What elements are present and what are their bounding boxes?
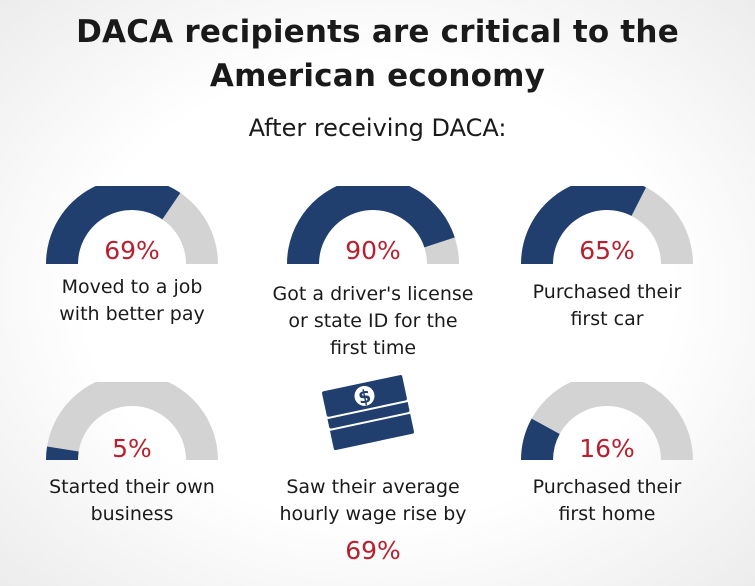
gauge-fill (521, 186, 647, 264)
gauge-first-home (521, 382, 693, 460)
label-line: with better pay (59, 303, 205, 325)
stat-first-car: 65% Purchased their first car (487, 186, 727, 330)
gauge-job-better-pay (46, 186, 218, 264)
gauge-fill (287, 186, 455, 264)
label-own-business: Started their own business (12, 474, 252, 528)
gauge-remainder (46, 382, 218, 460)
title-line-1: DACA recipients are critical to the (76, 14, 679, 50)
stat-own-business: 5% Started their own business (12, 382, 252, 525)
gauge-drivers-license (287, 186, 459, 264)
title-line-2: American economy (209, 58, 546, 94)
label-line: first home (558, 503, 656, 525)
label-line: Moved to a job (61, 276, 203, 298)
label-first-car: Purchased their first car (487, 279, 727, 333)
gauge-fill (46, 186, 181, 264)
label-first-home: Purchased their first home (487, 474, 727, 528)
page-title: DACA recipients are critical to the Amer… (0, 10, 755, 98)
gauge-fill (46, 446, 79, 460)
pct-job-better-pay: 69% (104, 236, 160, 265)
subtitle: After receiving DACA: (248, 114, 507, 142)
dollar-sign-icon: $ (356, 386, 373, 409)
pct-own-business: 5% (112, 434, 152, 463)
gauge-first-car (521, 186, 693, 264)
stat-job-better-pay: 69% Moved to a job with better pay (12, 186, 252, 325)
label-line: Got a driver's license (272, 283, 474, 305)
pct-drivers-license: 90% (345, 236, 401, 265)
stat-drivers-license: 90% Got a driver's license or state ID f… (253, 186, 493, 359)
gauge-remainder (521, 382, 693, 460)
label-line: or state ID for the (288, 310, 458, 332)
pct-first-home: 16% (579, 434, 635, 463)
label-line: Started their own (49, 476, 215, 498)
label-wage-rise: Saw their average hourly wage rise by (253, 474, 493, 528)
label-line: business (90, 503, 174, 525)
label-drivers-license: Got a driver's license or state ID for t… (253, 281, 493, 362)
label-line: first car (570, 308, 644, 330)
label-line: Purchased their (532, 281, 682, 303)
label-job-better-pay: Moved to a job with better pay (12, 274, 252, 328)
label-line: hourly wage rise by (279, 503, 467, 525)
pct-first-car: 65% (579, 236, 635, 265)
label-line: first time (329, 337, 417, 359)
label-line: Saw their average (286, 476, 460, 498)
stat-first-home: 16% Purchased their first home (487, 382, 727, 525)
money-stack-icon: $ (316, 374, 426, 464)
gauge-fill (521, 418, 560, 460)
label-line: Purchased their (532, 476, 682, 498)
pct-wage-rise: 69% (345, 536, 401, 565)
gauge-own-business (46, 382, 218, 460)
